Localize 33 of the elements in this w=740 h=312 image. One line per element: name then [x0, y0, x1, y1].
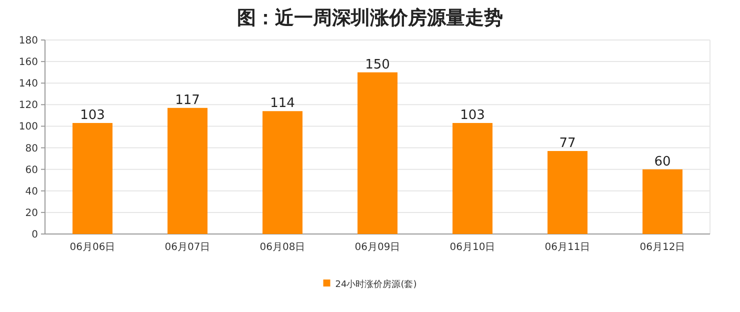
y-tick-label: 40 [25, 186, 38, 198]
data-label: 150 [365, 57, 390, 72]
y-tick-label: 100 [18, 122, 38, 133]
x-tick-label: 06月12日 [640, 242, 686, 253]
y-tick-label: 180 [18, 36, 38, 46]
data-label: 114 [270, 96, 295, 112]
y-tick-label: 80 [25, 143, 38, 154]
y-tick-label: 20 [25, 208, 38, 219]
x-tick-label: 06月06日 [70, 242, 116, 253]
bar [72, 122, 112, 234]
bar [642, 169, 682, 234]
data-label: 77 [559, 136, 576, 152]
bar [452, 122, 492, 234]
data-label: 103 [80, 108, 105, 123]
y-tick-label: 0 [32, 230, 38, 240]
x-tick-label: 06月09日 [354, 242, 400, 253]
bar [358, 72, 398, 234]
y-tick-label: 120 [18, 100, 38, 112]
x-tick-label: 06月11日 [544, 242, 590, 253]
data-label: 60 [654, 154, 671, 170]
y-tick-label: 60 [25, 164, 38, 176]
legend-label: 24小时涨价房源(套) [335, 279, 417, 290]
chart-title: 图：近一周深圳涨价房源量走势 [237, 7, 503, 29]
x-tick-label: 06月08日 [260, 242, 306, 253]
x-tick-label: 06月07日 [164, 242, 210, 253]
bar [262, 111, 302, 234]
bar [168, 108, 208, 234]
y-tick-label: 140 [18, 78, 38, 90]
data-label: 103 [460, 108, 485, 123]
y-tick-label: 160 [18, 57, 38, 68]
data-label: 117 [175, 92, 200, 108]
bar [548, 151, 588, 234]
x-tick-label: 06月10日 [450, 242, 496, 253]
